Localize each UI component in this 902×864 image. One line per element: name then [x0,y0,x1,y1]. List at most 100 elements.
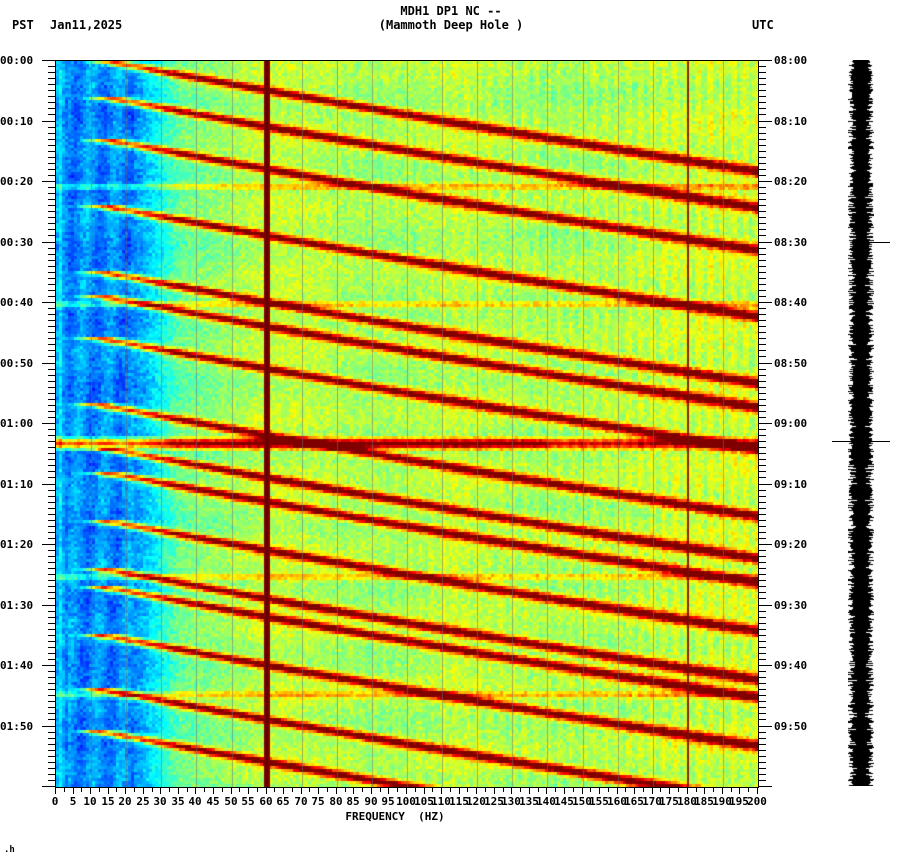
time-tick-minor [758,375,766,376]
time-tick-minor [758,629,766,630]
time-tick-minor [48,90,56,91]
time-tick-minor [758,151,766,152]
frequency-tick [599,787,600,794]
time-tick-minor [48,72,56,73]
frequency-label: 170 [642,795,662,808]
time-tick-minor [48,284,56,285]
frequency-label: 25 [136,795,150,808]
frequency-tick [669,787,670,794]
time-tick-minor [48,459,56,460]
frequency-tick-minor [660,787,661,792]
frequency-label: 200 [747,795,767,808]
time-tick-minor [48,332,56,333]
time-tick-minor [48,719,56,720]
time-tick-minor [758,756,766,757]
time-tick-minor [48,326,56,327]
time-tick-minor [758,647,766,648]
time-tick-minor [758,193,766,194]
frequency-tick-minor [678,787,679,792]
time-tick-minor [758,750,766,751]
time-tick-minor [48,526,56,527]
frequency-tick-minor [81,787,82,792]
time-tick-minor [48,102,56,103]
time-label-utc: 09:40 [774,659,808,672]
time-label-utc: 09:30 [774,599,808,612]
time-tick-minor [48,635,56,636]
time-tick-minor [48,393,56,394]
frequency-label: 120 [466,795,486,808]
time-tick-minor [48,592,56,593]
time-tick-minor [48,562,56,563]
frequency-tick-minor [345,787,346,792]
time-label-pst: 01:30 [0,599,34,612]
time-tick-minor [758,235,766,236]
time-tick-minor [48,223,56,224]
time-tick-minor [48,350,56,351]
time-tick-minor [48,229,56,230]
time-tick-minor [758,114,766,115]
time-label-utc: 08:00 [774,54,808,67]
spectrogram-plot[interactable] [55,60,759,788]
time-tick-minor [758,266,766,267]
time-tick-minor [48,490,56,491]
frequency-label: 150 [572,795,592,808]
time-label-utc: 08:30 [774,236,808,249]
frequency-tick-minor [696,787,697,792]
time-tick-minor [48,248,56,249]
time-tick-minor [48,108,56,109]
time-tick-minor [758,459,766,460]
frequency-tick [283,787,284,794]
frequency-tick [108,787,109,794]
time-tick-minor [758,223,766,224]
time-tick-minor [48,701,56,702]
time-tick-major [42,786,56,787]
time-tick-minor [48,653,56,654]
frequency-label: 10 [83,795,97,808]
time-tick-major [42,544,56,545]
frequency-tick [687,787,688,794]
time-tick-major [758,60,772,61]
time-label-utc: 09:00 [774,417,808,430]
frequency-tick [388,787,389,794]
time-tick-minor [48,127,56,128]
time-tick-minor [758,248,766,249]
time-tick-minor [48,762,56,763]
time-tick-minor [758,72,766,73]
time-tick-minor [48,217,56,218]
frequency-label: 175 [659,795,679,808]
time-tick-minor [48,308,56,309]
time-tick-minor [758,211,766,212]
time-tick-minor [48,133,56,134]
time-tick-minor [48,598,56,599]
page-title: MDH1 DP1 NC -- [400,4,502,18]
frequency-label: 80 [329,795,343,808]
time-tick-major [758,181,772,182]
frequency-label: 185 [694,795,714,808]
time-tick-major [42,121,56,122]
frequency-tick-minor [625,787,626,792]
time-tick-minor [758,78,766,79]
time-tick-minor [48,780,56,781]
time-tick-minor [48,750,56,751]
frequency-tick-minor [116,787,117,792]
time-tick-minor [758,683,766,684]
time-tick-minor [758,272,766,273]
frequency-tick [652,787,653,794]
time-tick-minor [758,502,766,503]
frequency-tick [582,787,583,794]
time-tick-minor [758,332,766,333]
time-tick-major [42,665,56,666]
frequency-label: 20 [118,795,132,808]
page-subtitle: (Mammoth Deep Hole ) [378,18,524,32]
time-tick-major [758,726,772,727]
frequency-tick-minor [573,787,574,792]
frequency-label: 90 [364,795,378,808]
time-tick-major [758,302,772,303]
time-tick-minor [758,508,766,509]
time-tick-minor [758,229,766,230]
spectrogram-canvas[interactable] [56,61,758,787]
frequency-tick [546,787,547,794]
time-label-pst: 00:00 [0,54,34,67]
time-tick-minor [48,471,56,472]
time-tick-minor [48,405,56,406]
